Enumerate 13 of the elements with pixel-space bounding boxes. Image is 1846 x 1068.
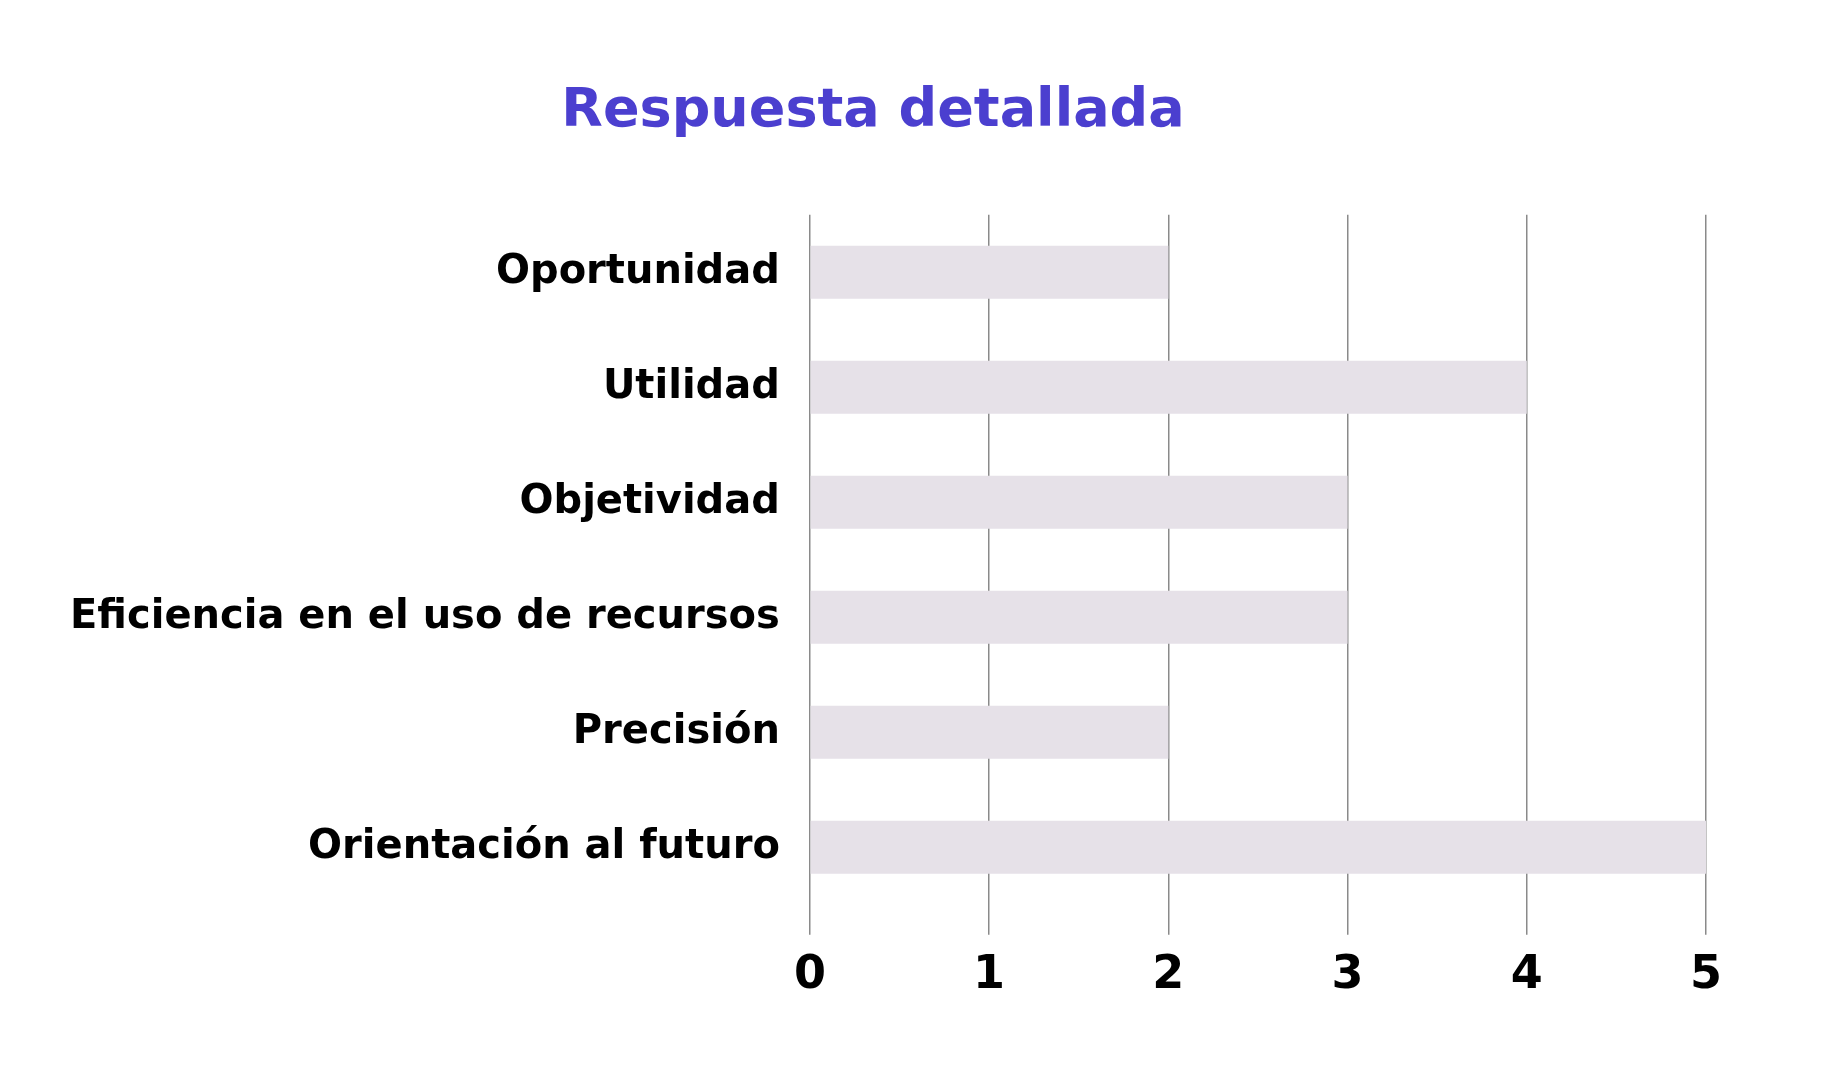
x-tick-label: 0: [793, 945, 826, 1000]
x-tick-label: 5: [1689, 945, 1723, 1000]
x-tick-label: 1: [973, 945, 1006, 1000]
y-tick-label: Utilidad: [602, 360, 780, 407]
x-tick-label: 3: [1331, 945, 1364, 1000]
y-tick-label: Oportunidad: [495, 245, 780, 292]
y-tick-label: Objetividad: [519, 475, 780, 522]
y-tick-label: Eficiencia en el uso de recursos: [69, 590, 780, 637]
x-tick-label: 4: [1510, 945, 1543, 1000]
y-tick-label: Precisión: [572, 705, 780, 752]
y-tick-label: Orientación al futuro: [308, 820, 780, 867]
chart-title: Respuesta detallada: [561, 76, 1185, 140]
x-tick-label: 2: [1152, 945, 1185, 1000]
